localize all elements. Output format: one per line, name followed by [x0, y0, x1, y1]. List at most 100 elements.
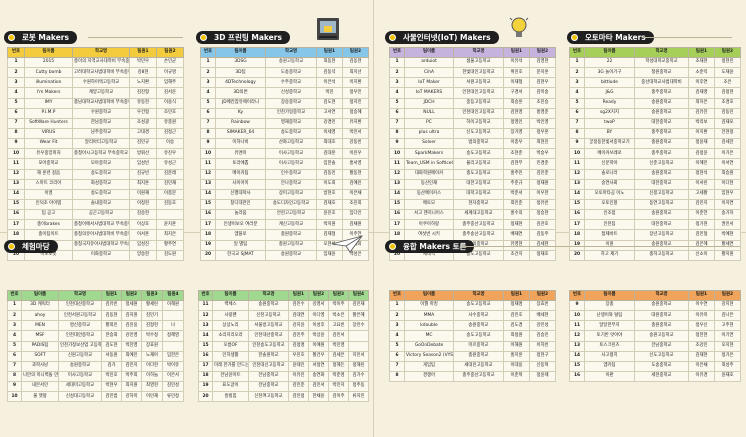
table-cell: 1 [569, 56, 585, 69]
table-cell: BY [584, 127, 635, 140]
table-cell: 김대연 [288, 310, 309, 322]
table-cell: SOFT [21, 350, 59, 362]
table-cell: 대학고등학교 [453, 188, 504, 200]
table-cell: 5 [200, 97, 216, 109]
experience-table-1: 번호 팀이름 학교명 팀원1 팀원2 팀원3 팀원4 1 3D 캐릭터 인천대산중학교 김유빈 정세원… [7, 290, 184, 403]
table-row: 12 해 훈련 걸음 송도중학교 김규빈 김준래 [7, 168, 184, 180]
table-cell: 13 [569, 340, 585, 352]
table-cell: 남주중학교 [72, 127, 130, 140]
table-cell: 박진 [316, 87, 343, 99]
table-cell: 송원중학교 [634, 107, 689, 119]
table-cell: 3 [389, 320, 405, 332]
table-cell: 김승현 [129, 209, 157, 221]
table-cell: 이해원 [503, 340, 530, 352]
column-header: 팀이름 [212, 290, 249, 301]
table-cell: 이서연 [714, 158, 741, 170]
table-cell: 오름OF [212, 340, 249, 352]
table-row: 4 J&G 충주중학교 김재명 김정현 [569, 87, 741, 99]
table-cell: 인수중학교 [265, 168, 317, 180]
table-row: 14 사고평치 신도고등학교 김재현 정가은 [569, 350, 741, 362]
table-cell: 방현호 [316, 188, 343, 200]
table-row: 13 상상노리 서울방고등학교 강지윤 이성후 고요빈 장민수 [198, 320, 369, 332]
table-cell: 홍서영 [342, 158, 369, 170]
table-cell: 이기연 [714, 330, 741, 342]
table-row: 8 VIRUS 남주중학교 고대경 김정근 [7, 127, 184, 140]
column-header: 번호 [7, 47, 25, 58]
table-row: 7 PC 하이고등학교 정영인 박인영 [389, 117, 556, 129]
table-cell: 이세영 [316, 127, 343, 140]
table-cell: 안현고고등학교 [265, 209, 317, 221]
table-cell: 송원중학교 [634, 209, 689, 221]
table-cell: 김가수 [348, 370, 369, 383]
table-cell: 박주희 [121, 370, 142, 383]
table-cell: 3G 놀이기구 [584, 67, 635, 79]
title-underline [642, 37, 732, 38]
table-cell: 이대웅 [503, 360, 530, 372]
table-cell: 율리고등학교 [453, 158, 504, 170]
table-cell: 주준규 [503, 178, 530, 190]
table-cell: 강지현 [714, 299, 741, 312]
table-cell: 조건지 [503, 249, 530, 261]
table-cell: 유앤미 [215, 148, 266, 160]
table-row: 2 CihA 한빛대인고등학교 위진호 문지훈 [389, 67, 556, 79]
table-cell: 박현우 [101, 381, 122, 393]
table-cell: 수주중학교 [265, 77, 317, 89]
table-cell: 15 [7, 198, 25, 211]
table-cell: 18 [198, 370, 213, 383]
table-row: 13 스마트 코리아 화성중학교 최지훈 김민재 [7, 178, 184, 190]
table-cell: 메토모 [404, 198, 454, 211]
table-cell: 이다현 [141, 360, 163, 372]
table-cell: 장년고등학교 [634, 229, 689, 241]
table-header-row: 번호 팀이름 학교명 팀원1 팀원2 [7, 47, 184, 58]
table-cell: 박민우 [129, 56, 157, 69]
table-cell: 박진호 [101, 370, 122, 383]
table-cell: 11 [389, 158, 405, 170]
table-cell: 조성광 [129, 117, 157, 129]
table-cell [348, 330, 369, 342]
table-cell: 청원중학교 [634, 67, 689, 79]
table-cell: 김관호 [529, 219, 556, 231]
table-cell: 10 [389, 148, 405, 160]
table-header-row: 번호 팀이름 학교명 팀원1 팀원2 [569, 290, 741, 301]
table-row: 1 22 학성대학교중학교 조재현 정현진 [569, 56, 741, 69]
table-cell: 유지환 [342, 117, 369, 129]
table-cell: 박이주 [328, 299, 349, 312]
table-cell: 인천팀 [584, 219, 635, 231]
table-cell: 조진희 [342, 198, 369, 211]
table-cell: 충이brakes [24, 219, 73, 231]
table-cell: 6 [389, 350, 405, 362]
table-row: 7 SoftWare Hunters 한남중학교 조성광 유종원 [7, 117, 184, 129]
table-cell: 승연사회 [584, 178, 635, 190]
table-cell: 김민서 [328, 330, 349, 342]
table-cell: 토스크린즈 [584, 340, 635, 352]
table-cell: 이혜민 [688, 158, 715, 170]
table-cell: 최지선 [342, 67, 369, 79]
table-cell: 토라에뽑 [215, 158, 266, 170]
table-cell: 이유진 [288, 370, 309, 383]
table-cell: 6 [200, 107, 216, 119]
table-row: 5 PADIS팀 인천가정보산업 고등학교 김도현 박찬영 장효원 [7, 340, 184, 352]
table-cell: 이우헌 [529, 188, 556, 200]
table-row: 15 메토모 현자중학교 최민준 정유빈 [389, 198, 556, 211]
table-cell: 송연화 [308, 370, 329, 383]
table-cell: 정지민 [342, 97, 369, 109]
debate-makers-title: 융합 Makers 토론 [385, 240, 475, 253]
table-cell: 대한중학교 [634, 219, 689, 231]
table-cell: 이성후 [308, 320, 329, 332]
table-cell: 신성대고등학교 [58, 391, 102, 403]
table-cell: 송원중학교 [248, 299, 289, 312]
table-cell: 임성빈 [129, 158, 157, 170]
table-cell: 정승혜 [342, 107, 369, 119]
table-row: 2 3G 놀이기구 청원중학교 소준익 도재윤 [569, 67, 741, 79]
table-cell: 3 [389, 77, 405, 89]
table-cell: 김유찬 [688, 107, 715, 119]
table-cell: 김나은 [714, 310, 741, 322]
table-cell: 4DTechnology [215, 77, 266, 89]
table-cell: 이수연 [688, 299, 715, 312]
table-cell: 우진호 [288, 350, 309, 362]
table-header-row: 번호 팀이름 학교명 팀원1 팀원2 [569, 47, 741, 58]
title-bullet-icon [200, 34, 207, 41]
table-cell: 김정근 [156, 127, 184, 140]
